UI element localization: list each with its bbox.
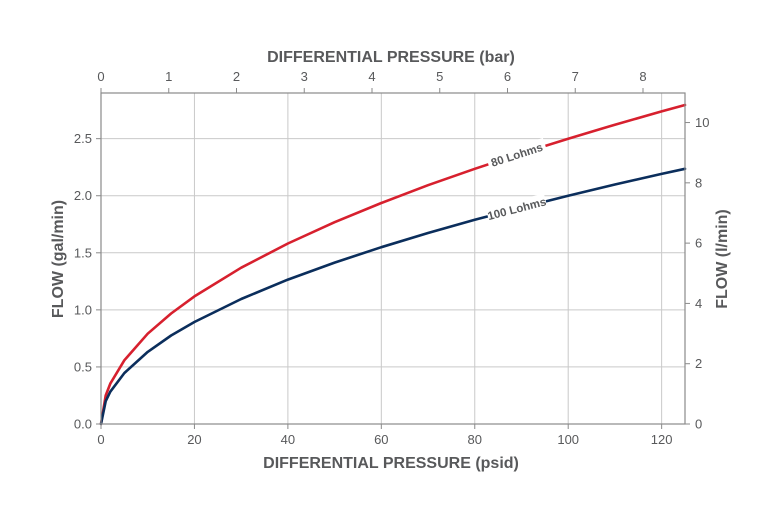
series-layer — [99, 103, 687, 426]
y-tick-label: 2.0 — [74, 188, 92, 203]
curve-label-knockout — [485, 137, 548, 172]
y-tick-label: 0.0 — [74, 417, 92, 432]
x-tick-label: 120 — [651, 432, 673, 447]
x-tick-label: 0 — [97, 432, 104, 447]
curve-label: 100 Lohms — [486, 196, 547, 223]
x2-tick-label: 8 — [639, 69, 646, 84]
y-axis-title: FLOW (gal/min) — [50, 200, 67, 318]
x-tick-label: 60 — [374, 432, 388, 447]
x-tick-label: 40 — [281, 432, 295, 447]
series-line-100-lohms — [99, 167, 687, 426]
y2-tick-label: 4 — [695, 296, 702, 311]
y-tick-label: 2.5 — [74, 131, 92, 146]
y2-tick-label: 0 — [695, 417, 702, 432]
curve-label-group: 100 Lohms — [485, 193, 548, 225]
x-tick-label: 100 — [557, 432, 579, 447]
curve-labels: 80 Lohms 100 Lohms — [485, 137, 548, 225]
y-tick-label: 0.5 — [74, 359, 92, 374]
series-line-80-lohms — [99, 103, 687, 426]
curve-label-group: 80 Lohms — [485, 137, 548, 172]
x2-tick-label: 6 — [504, 69, 511, 84]
x-tick-label: 80 — [468, 432, 482, 447]
y2-tick-label: 6 — [695, 236, 702, 251]
x2-tick-label: 3 — [301, 69, 308, 84]
x2-tick-label: 7 — [572, 69, 579, 84]
grid — [101, 93, 685, 424]
y2-tick-label: 10 — [695, 115, 709, 130]
x2-tick-label: 5 — [436, 69, 443, 84]
curve-label-knockout — [485, 193, 548, 225]
y-tick-label: 1.0 — [74, 302, 92, 317]
y2-tick-label: 8 — [695, 175, 702, 190]
y2-tick-label: 2 — [695, 356, 702, 371]
x2-tick-label: 2 — [233, 69, 240, 84]
x2-tick-label: 1 — [165, 69, 172, 84]
curve-label: 80 Lohms — [490, 142, 545, 170]
x2-tick-label: 0 — [97, 69, 104, 84]
x-tick-label: 20 — [187, 432, 201, 447]
x2-tick-label: 4 — [368, 69, 375, 84]
y2-axis-title: FLOW (l/min) — [714, 209, 731, 309]
plot-border — [100, 92, 686, 425]
y-tick-label: 1.5 — [74, 245, 92, 260]
plot-frame — [100, 92, 686, 425]
x-axis-title: DIFFERENTIAL PRESSURE (psid) — [263, 455, 519, 472]
x2-axis-title: DIFFERENTIAL PRESSURE (bar) — [267, 49, 515, 66]
